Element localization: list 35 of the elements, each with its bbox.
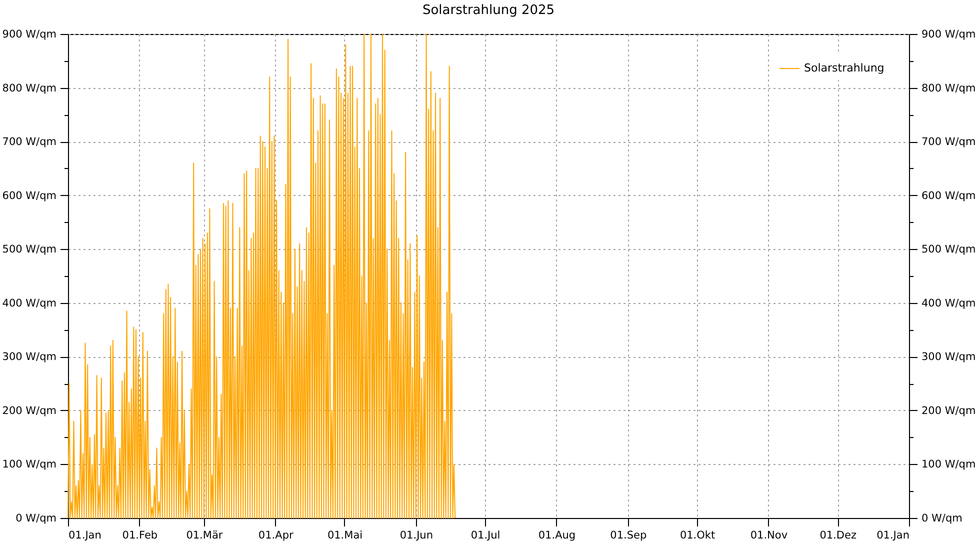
- y-tick-label: 700 W/qm: [2, 136, 56, 148]
- y-tick-label: 800 W/qm: [2, 82, 56, 94]
- y2-tick-label: 900 W/qm: [922, 28, 976, 40]
- x-tick-label: 01.Okt: [680, 530, 716, 542]
- x-tick-label: 01.Dez: [820, 530, 857, 542]
- x-tick-label: 01.Mär: [186, 530, 224, 542]
- y-tick-label: 300 W/qm: [2, 351, 56, 364]
- x-tick-label: 01.Jan: [876, 530, 910, 542]
- y2-tick-label: 400 W/qm: [922, 297, 976, 310]
- x-tick-label: 01.Mai: [327, 530, 363, 542]
- y2-tick-label: 300 W/qm: [922, 351, 976, 364]
- x-tick-label: 01.Sep: [610, 530, 647, 542]
- x-tick-label: 01.Apr: [258, 530, 294, 542]
- y2-tick-label: 700 W/qm: [922, 136, 976, 148]
- y2-tick-label: 500 W/qm: [922, 244, 976, 256]
- y-tick-label: 400 W/qm: [2, 297, 56, 310]
- y2-tick-label: 100 W/qm: [922, 458, 976, 471]
- y-tick-label: 100 W/qm: [2, 458, 56, 471]
- legend-label: Solarstrahlung: [804, 62, 884, 74]
- y-tick-label: 600 W/qm: [2, 190, 56, 202]
- y-tick-label: 200 W/qm: [2, 404, 56, 417]
- x-tick-label: 01.Jun: [400, 530, 433, 542]
- y-tick-label: 500 W/qm: [2, 244, 56, 256]
- y2-tick-label: 600 W/qm: [922, 190, 976, 202]
- y2-tick-label: 0 W/qm: [922, 512, 962, 524]
- y2-tick-label: 200 W/qm: [922, 404, 976, 417]
- x-tick-label: 01.Jul: [470, 530, 500, 542]
- x-tick-label: 01.Nov: [750, 530, 788, 542]
- chart-title: Solarstrahlung 2025: [422, 3, 555, 18]
- y2-tick-label: 800 W/qm: [922, 82, 976, 94]
- y-tick-label: 900 W/qm: [2, 28, 56, 40]
- x-tick-label: 01.Jan: [68, 530, 102, 542]
- y-tick-label: 0 W/qm: [16, 512, 56, 524]
- x-tick-label: 01.Feb: [122, 530, 158, 542]
- x-tick-label: 01.Aug: [538, 530, 576, 542]
